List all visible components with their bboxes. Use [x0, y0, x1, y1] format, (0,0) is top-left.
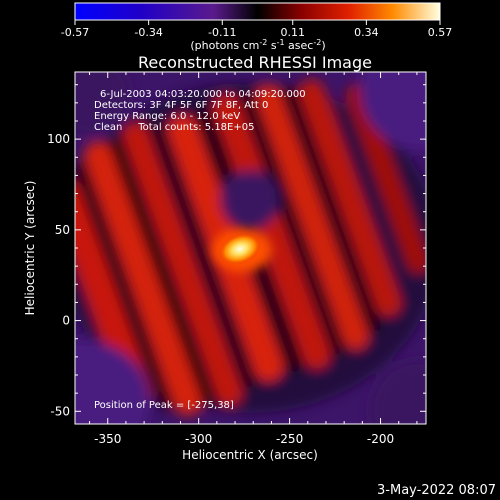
x-tick-label: -200 — [367, 432, 394, 446]
y-axis-label: Heliocentric Y (arcsec) — [23, 181, 37, 316]
peak-position-label: Position of Peak = [-275,38] — [94, 400, 234, 411]
colorbar-units: (photons cm-2 s-1 asec-2) — [190, 38, 325, 52]
x-axis-label: Heliocentric X (arcsec) — [182, 448, 318, 462]
colorbar-tick-label: -0.11 — [208, 26, 236, 39]
annotation-time-range: 6-Jul-2003 04:03:20.000 to 04:09:20.000 — [100, 89, 306, 100]
colorbar-tick-label: 0.34 — [354, 26, 379, 39]
y-tick-label: -50 — [50, 404, 70, 418]
x-tick-label: -250 — [276, 432, 303, 446]
colorbar-tick-label: -0.57 — [61, 26, 89, 39]
colorbar-tick-label: 0.57 — [428, 26, 453, 39]
colorbar-ticks: -0.57 -0.34 -0.11 0.11 0.34 0.57 — [61, 20, 452, 39]
annotation-energy-range: Energy Range: 6.0 - 12.0 keV — [94, 111, 240, 122]
footer-timestamp: 3-May-2022 08:07 — [377, 483, 496, 498]
colorbar-tick-label: -0.34 — [134, 26, 162, 39]
heatmap-image — [75, 72, 426, 424]
x-tick-label: -300 — [185, 432, 212, 446]
y-axis: -50 0 50 100 — [47, 84, 426, 418]
y-tick-label: 100 — [47, 132, 70, 146]
y-tick-label: 50 — [55, 223, 70, 237]
annotation-detectors: Detectors: 3F 4F 5F 6F 7F 8F, Att 0 — [94, 100, 268, 111]
annotation-block: 6-Jul-2003 04:03:20.000 to 04:09:20.000 … — [94, 89, 306, 133]
colorbar — [75, 3, 440, 20]
annotation-total-counts: Clean Total counts: 5.18E+05 — [94, 122, 254, 133]
chart-title: Reconstructed RHESSI Image — [138, 53, 372, 72]
peak-source — [218, 233, 262, 265]
colorbar-tick-label: 0.11 — [280, 26, 305, 39]
y-tick-label: 0 — [62, 314, 70, 328]
x-tick-label: -350 — [94, 432, 121, 446]
x-axis: -350 -300 -250 -200 — [89, 72, 418, 446]
